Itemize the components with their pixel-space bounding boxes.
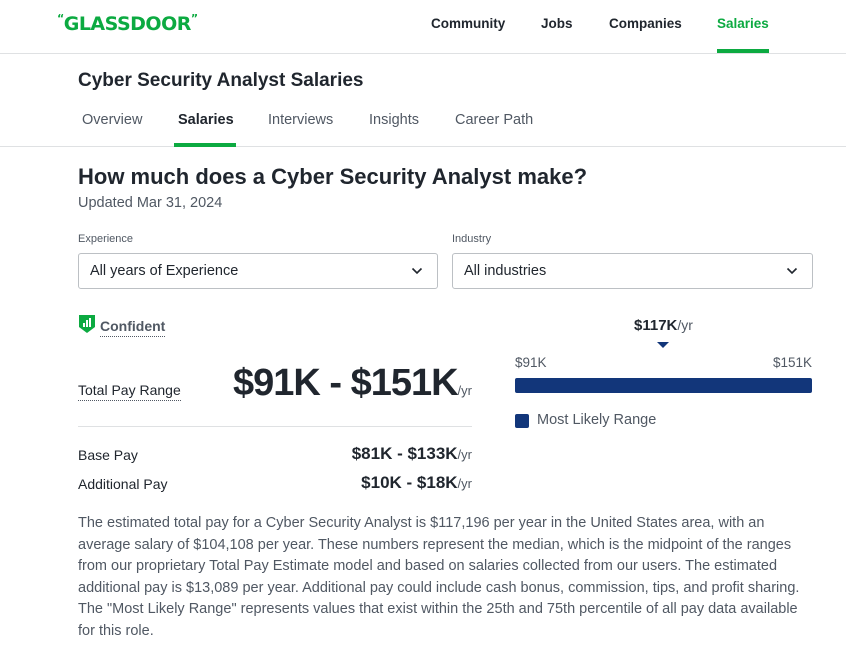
industry-label: Industry (452, 233, 492, 245)
tab-insights[interactable]: Insights (369, 112, 419, 128)
most-likely-range-bar (515, 378, 812, 393)
additional-pay-amount: $10K - $18K (361, 473, 458, 492)
tab-active-indicator (174, 143, 236, 147)
median-per: /yr (677, 317, 693, 333)
chevron-down-icon (786, 267, 798, 275)
logo-quote-close: ” (190, 12, 198, 25)
tab-overview[interactable]: Overview (82, 112, 143, 128)
nav-community[interactable]: Community (431, 16, 506, 31)
confidence-label[interactable]: Confident (100, 318, 166, 337)
updated-date: Updated Mar 31, 2024 (78, 195, 223, 211)
total-pay-value: $91K - $151K/yr (233, 362, 472, 405)
additional-pay-per: /yr (457, 476, 472, 491)
base-pay-label: Base Pay (78, 447, 138, 463)
legend-swatch (515, 414, 529, 428)
logo-quote-open: “ (57, 12, 64, 25)
glassdoor-logo[interactable]: “GLASSDOOR” (57, 12, 198, 35)
total-pay-per: /yr (457, 383, 472, 398)
industry-select-value: All industries (464, 263, 547, 279)
base-pay-value: $81K - $133K/yr (352, 444, 472, 464)
experience-select-value: All years of Experience (90, 263, 239, 279)
median-amount: $117K (634, 317, 678, 334)
total-pay-label[interactable]: Total Pay Range (78, 382, 181, 401)
experience-label: Experience (78, 233, 134, 245)
tab-career-path[interactable]: Career Path (455, 112, 534, 128)
top-navigation: “GLASSDOOR” Community Jobs Companies Sal… (0, 0, 846, 54)
industry-select[interactable]: All industries (452, 253, 813, 289)
salary-heading: How much does a Cyber Security Analyst m… (78, 164, 588, 189)
bar-chart-shield-icon (79, 315, 95, 333)
logo-text: GLASSDOOR (63, 13, 192, 35)
legend-label: Most Likely Range (537, 412, 657, 428)
nav-companies[interactable]: Companies (609, 16, 682, 31)
chevron-down-icon (411, 267, 423, 275)
additional-pay-label: Additional Pay (78, 476, 168, 492)
salary-description: The estimated total pay for a Cyber Secu… (78, 515, 800, 639)
page-title: Cyber Security Analyst Salaries (78, 70, 364, 91)
additional-pay-value: $10K - $18K/yr (361, 473, 472, 493)
nav-active-indicator (717, 49, 769, 53)
base-pay-per: /yr (457, 447, 472, 462)
nav-jobs[interactable]: Jobs (541, 16, 573, 31)
divider (78, 426, 472, 427)
subtab-bar: Overview Salaries Interviews Insights Ca… (0, 108, 846, 147)
range-low: $91K (515, 355, 547, 370)
range-high: $151K (772, 355, 812, 370)
median-pay: $117K/yr (634, 317, 693, 335)
tab-salaries[interactable]: Salaries (178, 112, 234, 128)
median-marker-icon (657, 342, 669, 348)
total-pay-amount: $91K - $151K (232, 362, 459, 404)
base-pay-amount: $81K - $133K (351, 444, 458, 463)
tab-interviews[interactable]: Interviews (268, 112, 334, 128)
nav-salaries[interactable]: Salaries (717, 16, 769, 31)
experience-select[interactable]: All years of Experience (78, 253, 438, 289)
